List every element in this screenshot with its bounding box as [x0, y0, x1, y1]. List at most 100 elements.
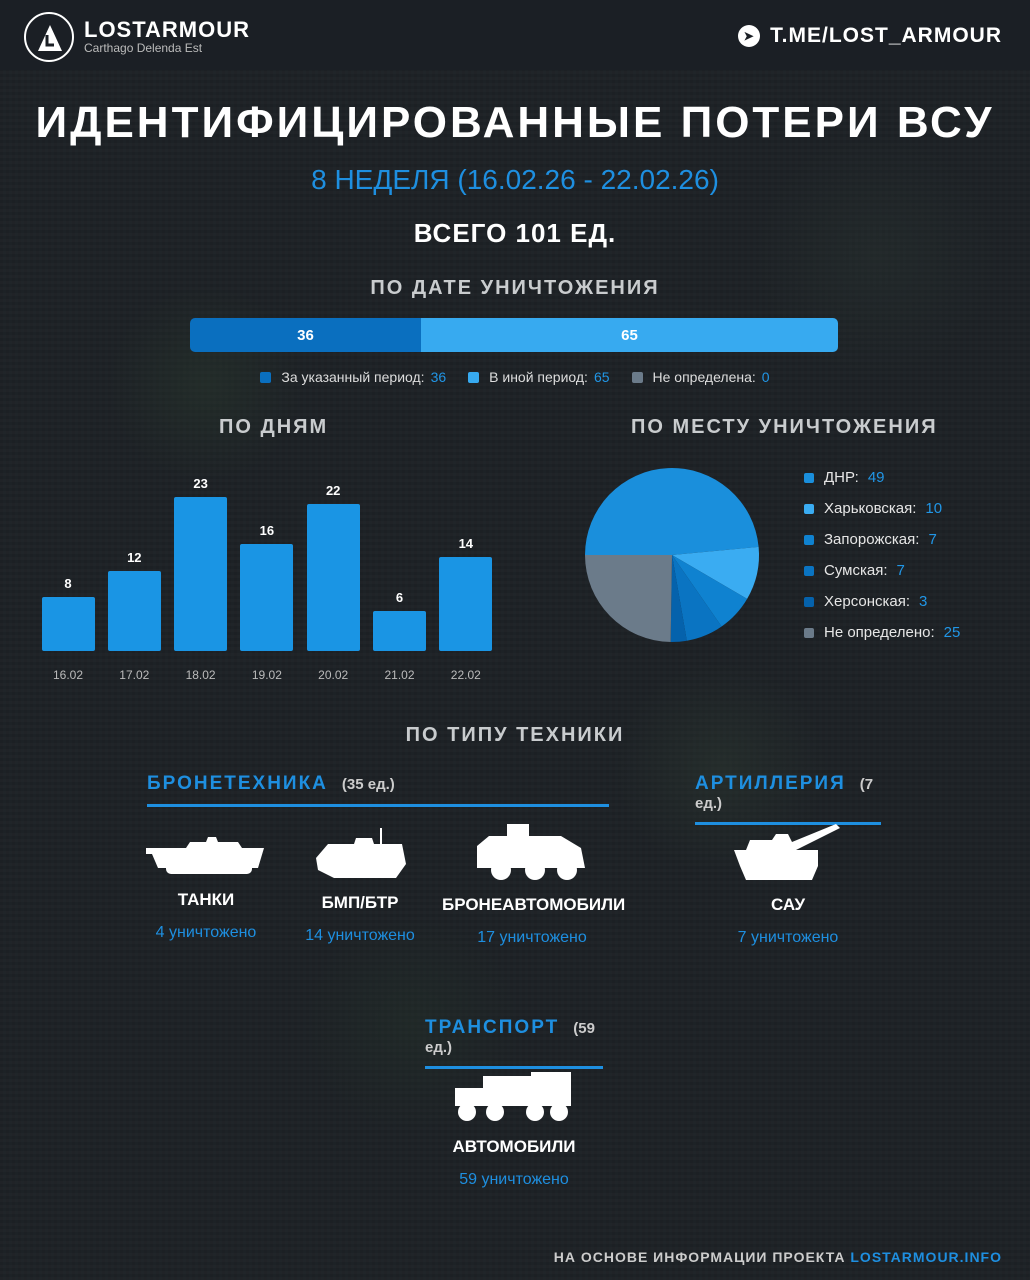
transport-category-name: ТРАНСПОРТ	[425, 1017, 560, 1038]
footer-text: НА ОСНОВЕ ИНФОРМАЦИИ ПРОЕКТА	[553, 1249, 851, 1265]
vehicle-armored-cars: БРОНЕАВТОМОБИЛИ 17 уничтожено	[442, 822, 626, 947]
legend-value: 36	[430, 369, 447, 385]
legend-item: За указанный период: 36	[260, 369, 446, 385]
day-axis-label: 18.02	[185, 668, 216, 682]
type-section-title: ПО ТИПУ ТЕХНИКИ	[405, 724, 625, 746]
day-axis-label: 21.02	[384, 668, 415, 682]
armored-car-icon	[477, 824, 585, 880]
day-bar-value: 16	[259, 522, 275, 538]
legend-value: 49	[867, 469, 885, 486]
legend-value: 7	[896, 562, 905, 579]
footer-link[interactable]: LOSTARMOUR.INFO	[850, 1249, 1002, 1265]
ifv-label: БМП/БТР	[321, 893, 399, 912]
day-axis-label: 20.02	[318, 668, 349, 682]
day-axis-label: 16.02	[52, 668, 84, 682]
legend-value: 7	[928, 531, 937, 548]
legend-label: ДНР:	[824, 469, 859, 486]
day-bar	[240, 543, 294, 651]
brand-name: LOSTARMOUR	[84, 17, 251, 42]
legend-swatch	[804, 596, 814, 607]
legend-swatch	[804, 565, 814, 576]
place-pie-chart	[585, 468, 759, 642]
tanks-label: ТАНКИ	[177, 890, 235, 909]
pie-legend-item: Не определено: 25	[804, 624, 960, 641]
day-axis-label: 22.02	[450, 668, 481, 682]
day-bar-value: 12	[127, 549, 142, 565]
day-bar-value: 6	[395, 589, 404, 605]
brand-tagline: Carthago Delenda Est	[84, 41, 203, 55]
pie-slice	[585, 555, 672, 642]
legend-swatch	[804, 534, 814, 545]
legend-value: 65	[593, 369, 610, 385]
vehicle-ifv-apc: БМП/БТР 14 уничтожено	[270, 826, 450, 945]
telegram-icon: ➤	[738, 25, 761, 47]
pie-slice	[672, 555, 722, 641]
pie-slice	[672, 555, 748, 627]
footer-credit: НА ОСНОВЕ ИНФОРМАЦИИ ПРОЕКТА LOSTARMOUR.…	[554, 1249, 1002, 1265]
pie-legend-item: Сумская: 7	[804, 562, 905, 579]
place-section-title: ПО МЕСТУ УНИЧТОЖЕНИЯ	[631, 416, 938, 438]
day-bar	[41, 597, 95, 651]
armor-category-count: (35 ед.)	[341, 776, 395, 793]
vehicle-spg: САУ 7 уничтожено	[698, 822, 878, 947]
header-bar: LOSTARMOUR Carthago Delenda Est ➤ T.ME/L…	[0, 0, 1030, 70]
transport-category: ТРАНСПОРТ (59 ед.)	[425, 1017, 603, 1069]
legend-label: Запорожская:	[824, 531, 920, 548]
armor-category: БРОНЕТЕХНИКА (35 ед.)	[147, 773, 609, 807]
truck-icon	[455, 1072, 571, 1121]
stack-segment: 65	[420, 318, 838, 352]
artillery-category-count: (7 ед.)	[695, 776, 874, 812]
armored-cars-count: 17 уничтожено	[477, 929, 587, 946]
tank-icon	[146, 837, 264, 874]
armored-cars-label: БРОНЕАВТОМОБИЛИ	[442, 895, 626, 914]
legend-label: Сумская:	[824, 562, 888, 579]
legend-swatch	[804, 627, 814, 638]
telegram-label: T.ME/LOST_ARMOUR	[770, 24, 1002, 47]
legend-swatch	[468, 372, 480, 383]
legend-label: Не определено:	[824, 624, 935, 641]
artillery-underline	[695, 822, 881, 825]
armor-underline	[147, 804, 609, 807]
day-bar	[439, 557, 493, 651]
pie-slice	[670, 555, 687, 642]
day-bar	[174, 497, 228, 651]
page-title: ИДЕНТИФИЦИРОВАННЫЕ ПОТЕРИ ВСУ	[35, 98, 995, 147]
artillery-category-name: АРТИЛЛЕРИЯ	[695, 773, 846, 794]
legend-label: Херсонская:	[824, 593, 911, 610]
legend-swatch	[804, 472, 814, 483]
day-bar-value: 14	[458, 536, 474, 552]
legend-label: В иной период:	[489, 369, 588, 385]
week-subtitle: 8 НЕДЕЛЯ (16.02.26 - 22.02.26)	[311, 164, 719, 195]
legend-swatch	[260, 372, 272, 383]
day-axis-label: 17.02	[119, 668, 150, 682]
total-count: ВСЕГО 101 ЕД.	[413, 218, 617, 248]
legend-label: За указанный период:	[281, 369, 425, 385]
legend-value: 3	[919, 593, 928, 610]
ifv-icon	[316, 828, 406, 878]
legend-label: Харьковская:	[824, 500, 917, 517]
days-section-title: ПО ДНЯМ	[219, 416, 329, 438]
tanks-count: 4 уничтожено	[155, 924, 257, 941]
legend-item: В иной период: 65	[468, 369, 610, 385]
vehicle-tanks: ТАНКИ 4 уничтожено	[116, 832, 296, 942]
telegram-link[interactable]: ➤ T.ME/LOST_ARMOUR	[738, 24, 1002, 48]
spg-label: САУ	[770, 895, 806, 914]
date-section-title: ПО ДАТЕ УНИЧТОЖЕНИЯ	[370, 277, 660, 299]
legend-swatch	[631, 372, 643, 383]
legend-item: Не определена: 0	[631, 369, 770, 385]
pie-legend-item: ДНР: 49	[804, 469, 885, 486]
day-bar	[373, 610, 426, 651]
spg-count: 7 уничтожено	[737, 929, 839, 946]
day-bar-value: 22	[325, 482, 341, 498]
legend-value: 25	[943, 624, 961, 641]
day-bar	[107, 570, 161, 651]
legend-label: Не определена:	[652, 369, 756, 385]
transport-category-count: (59 ед.)	[425, 1020, 595, 1056]
logo-icon	[24, 12, 74, 62]
pie-legend-item: Харьковская: 10	[804, 500, 942, 517]
trucks-count: 59 уничтожено	[459, 1171, 569, 1188]
pie-legend-item: Запорожская: 7	[804, 531, 937, 548]
legend-value: 0	[761, 369, 770, 385]
date-legend: За указанный период: 36 В иной период: 65 Не…	[0, 369, 1030, 385]
trucks-label: АВТОМОБИЛИ	[452, 1137, 576, 1156]
